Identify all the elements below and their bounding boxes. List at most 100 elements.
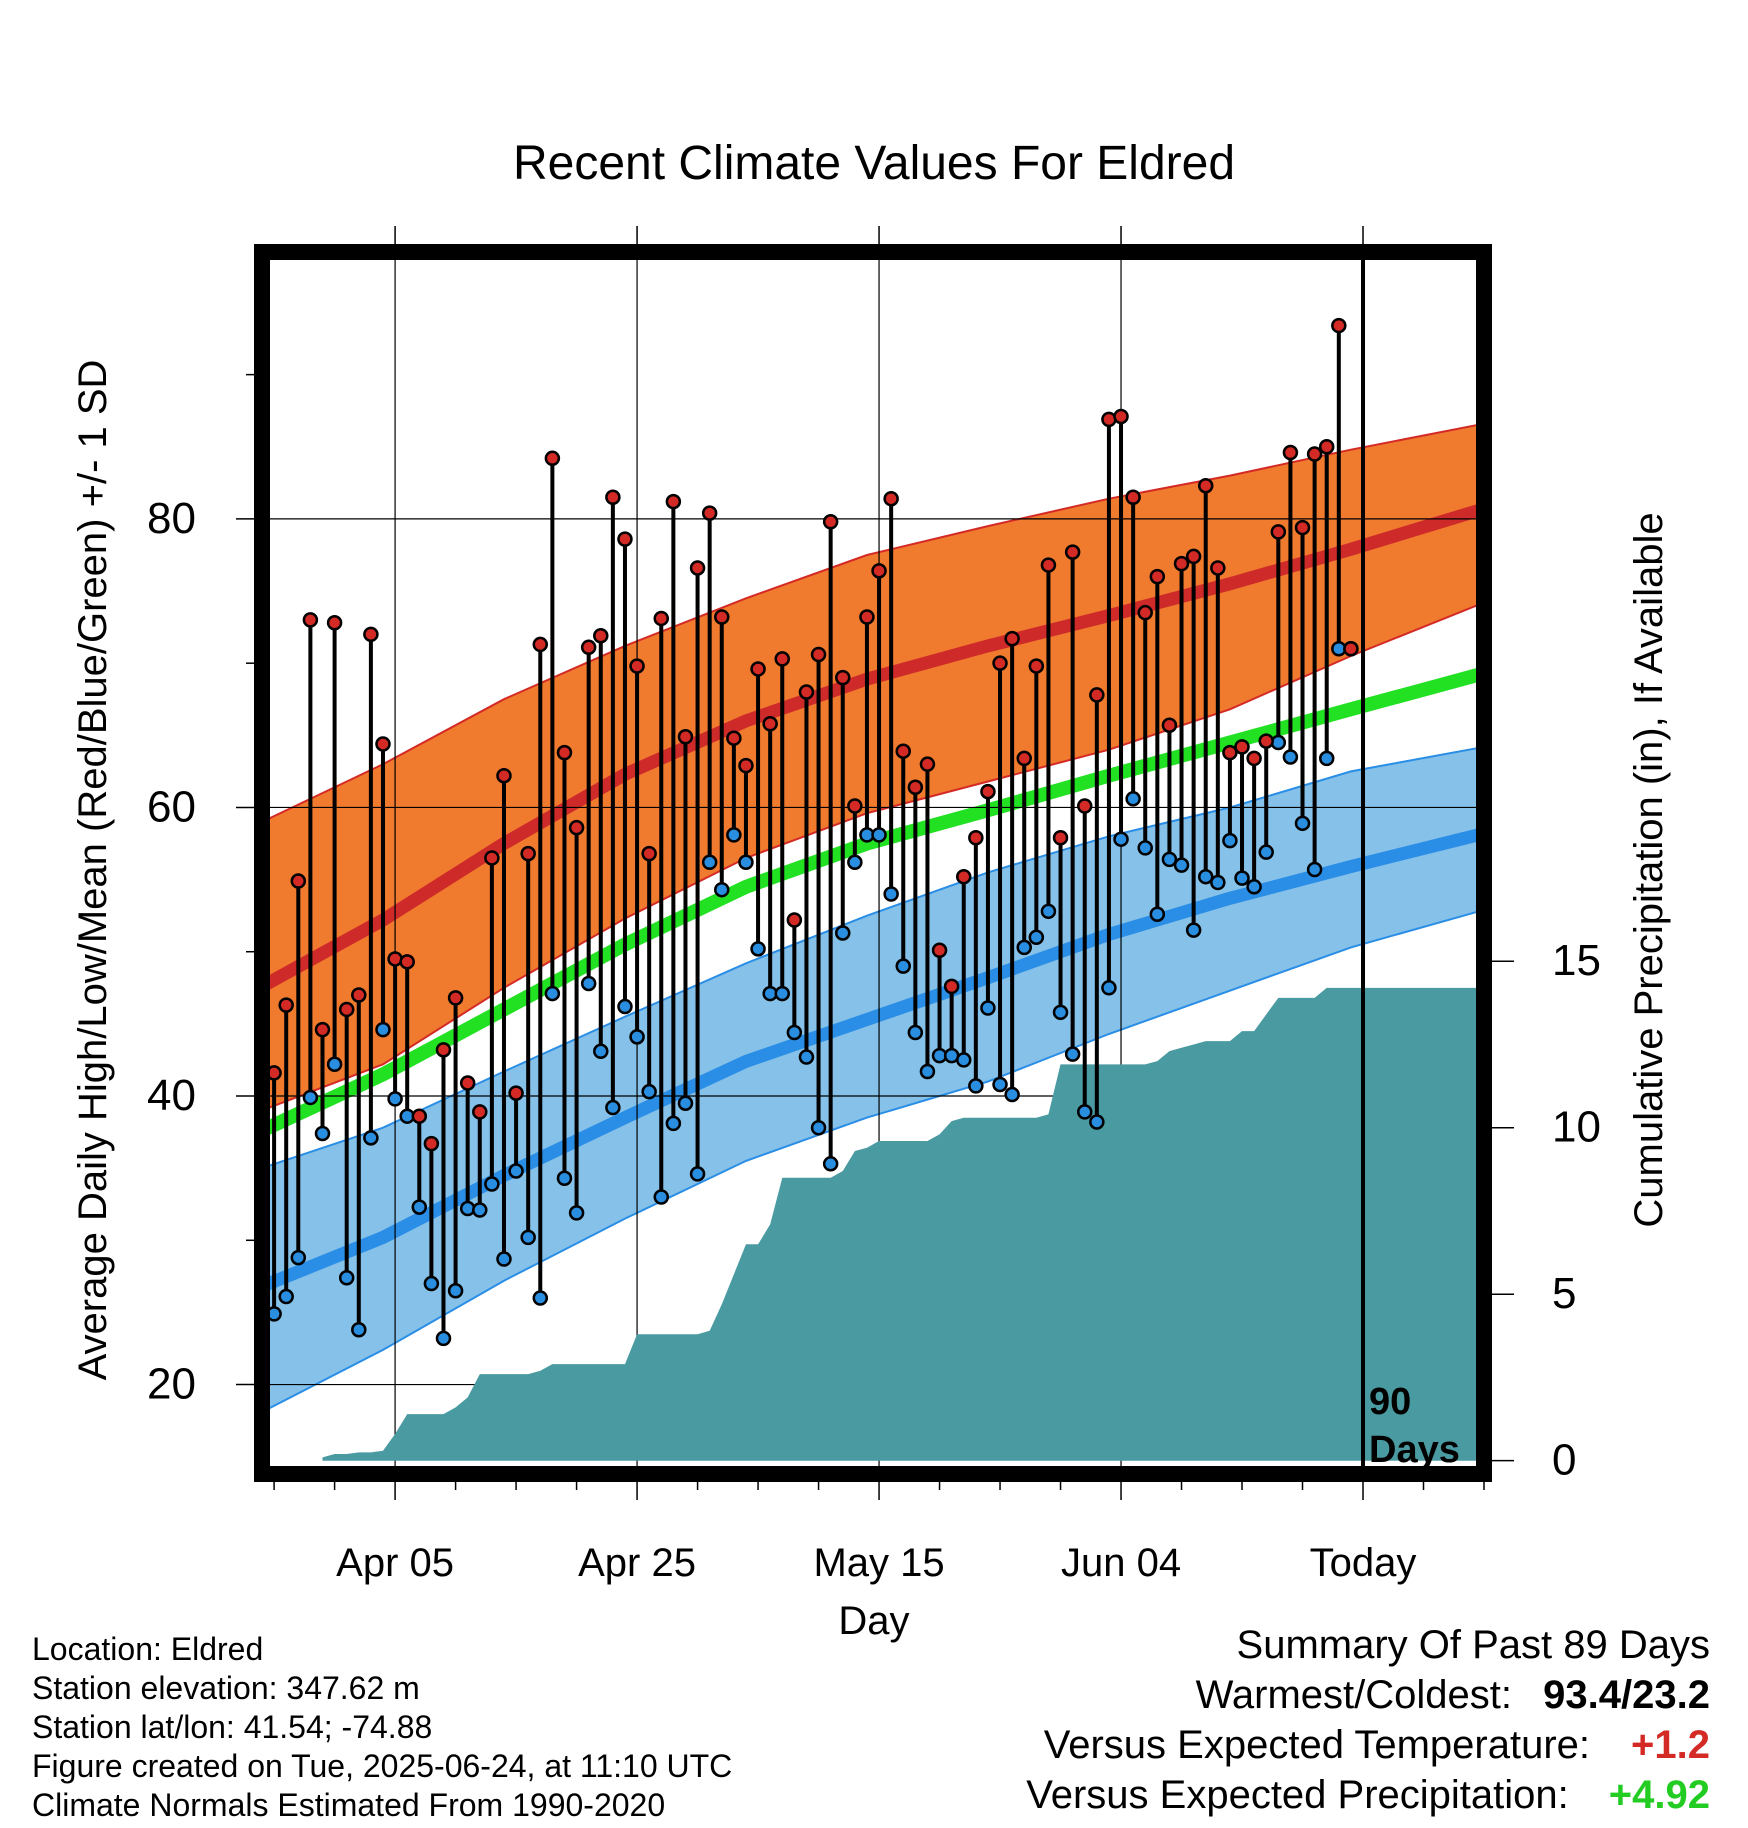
low-point (532, 1290, 549, 1306)
low-point (919, 1063, 936, 1080)
x-tick-label: Apr 25 (578, 1541, 696, 1585)
low-point (556, 1170, 573, 1186)
low-point (1052, 1004, 1069, 1021)
chart-title: Recent Climate Values For Eldred (513, 137, 1235, 190)
precip-value: +4.92 (1608, 1773, 1710, 1817)
low-point (786, 1024, 803, 1041)
low-point (980, 1000, 996, 1016)
temp-label: Versus Expected Temperature: (1043, 1723, 1590, 1767)
low-point (1282, 749, 1299, 765)
high-point (714, 609, 730, 625)
high-point (290, 873, 307, 889)
high-point (689, 560, 706, 576)
low-point (677, 1095, 694, 1111)
high-point (774, 651, 791, 667)
low-point (738, 854, 754, 871)
high-point (338, 1001, 355, 1018)
low-point (835, 925, 851, 941)
high-point (810, 646, 827, 663)
high-point (968, 830, 984, 846)
info-latlon: Station lat/lon: 41.54; -74.88 (32, 1709, 433, 1745)
high-point (1331, 317, 1347, 334)
low-point (1173, 857, 1190, 873)
high-point (847, 798, 863, 814)
high-point (871, 563, 887, 579)
high-point (943, 978, 960, 995)
precip-label: Versus Expected Precipitation: (1026, 1773, 1569, 1817)
high-point (1040, 557, 1057, 573)
high-point (1004, 630, 1020, 647)
high-point (351, 987, 367, 1003)
low-point (1113, 831, 1129, 847)
low-point (1137, 840, 1153, 856)
low-point (907, 1024, 924, 1041)
summary-precip-row: Versus Expected Precipitation: +4.92 (1026, 1770, 1710, 1820)
y2-tick-label: 15 (1552, 936, 1601, 985)
high-point (1318, 439, 1335, 455)
high-point (1306, 446, 1323, 462)
high-point (496, 767, 512, 784)
low-point (1246, 879, 1262, 895)
low-point (1089, 1114, 1105, 1130)
low-point (665, 1115, 682, 1132)
high-point (568, 819, 585, 836)
high-point (435, 1042, 452, 1058)
high-point (1016, 750, 1032, 767)
high-point (580, 639, 597, 656)
x-tick-label: Today (1310, 1541, 1417, 1585)
low-point (1101, 980, 1117, 996)
warmest-label: Warmest/Coldest: (1195, 1673, 1512, 1717)
plot-frame (254, 244, 1492, 1482)
high-point (556, 744, 573, 761)
info-location: Location: Eldred (32, 1631, 264, 1667)
high-point (1137, 604, 1153, 621)
high-point (992, 655, 1008, 671)
high-point (762, 716, 778, 732)
high-point (798, 684, 815, 700)
low-point (605, 1099, 621, 1116)
low-point (411, 1199, 428, 1215)
high-point (278, 997, 294, 1013)
high-point (484, 850, 500, 866)
high-point (1258, 733, 1274, 749)
high-point (1270, 524, 1287, 540)
low-point (1004, 1086, 1020, 1103)
high-point (411, 1108, 428, 1124)
low-point (326, 1056, 343, 1073)
high-point (314, 1021, 331, 1038)
y2-tick-label: 10 (1552, 1103, 1601, 1152)
high-point (1173, 555, 1190, 572)
low-point (520, 1229, 536, 1246)
low-point (1016, 939, 1032, 956)
warmest-value: 93.4/23.2 (1543, 1673, 1710, 1717)
high-point (1234, 739, 1250, 755)
high-point (726, 730, 742, 746)
high-point (1294, 519, 1311, 536)
high-point (1113, 408, 1129, 425)
low-point (363, 1130, 379, 1146)
today-days-label: Days (1369, 1429, 1460, 1471)
low-point (617, 998, 633, 1015)
y-tick-label: 40 (147, 1071, 196, 1120)
high-point (447, 990, 464, 1006)
low-point (871, 827, 887, 843)
y-tick-label: 80 (147, 494, 196, 543)
station-info: Location: Eldred Station elevation: 347.… (32, 1630, 732, 1825)
low-point (822, 1156, 839, 1172)
low-point (1258, 844, 1274, 860)
low-point (544, 985, 561, 1002)
high-point (701, 505, 718, 521)
low-point (568, 1205, 585, 1221)
low-point (810, 1119, 827, 1136)
low-point (1306, 861, 1323, 878)
high-point (931, 942, 948, 959)
low-point (1076, 1104, 1093, 1120)
high-point (363, 626, 379, 643)
precipitation-area (322, 987, 1484, 1461)
low-point (701, 854, 718, 871)
high-point (544, 450, 561, 467)
high-point (1028, 658, 1045, 674)
high-point (895, 743, 911, 759)
high-point (520, 845, 536, 862)
